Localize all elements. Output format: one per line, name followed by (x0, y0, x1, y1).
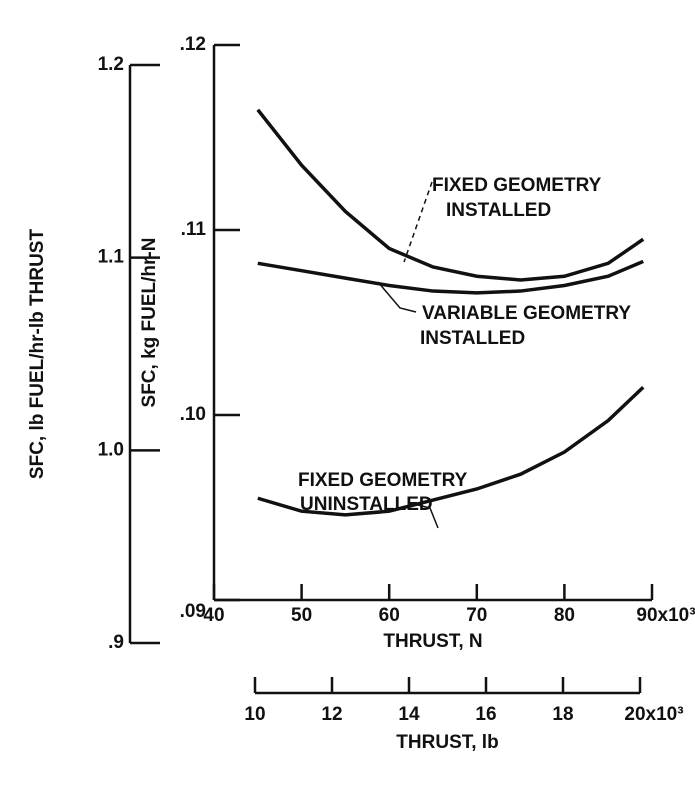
leader-line (403, 181, 433, 263)
x-axis-label: THRUST, N (383, 631, 482, 652)
y-tick-label: .10 (180, 404, 206, 425)
curve-label: FIXED GEOMETRY (432, 175, 602, 196)
y2-tick-label: 1.1 (98, 247, 125, 268)
leader-line (377, 281, 417, 313)
x-tick-label: 70 (466, 605, 487, 626)
curve (256, 108, 645, 282)
curve-label: UNINSTALLED (300, 494, 433, 515)
x-tick-label: 80 (554, 605, 575, 626)
x2-tick-label: 12 (321, 704, 342, 725)
x-tick-label: 60 (379, 605, 400, 626)
curve (257, 385, 645, 517)
curve-label: FIXED GEOMETRY (298, 470, 468, 491)
curve (257, 259, 644, 295)
x2-tick-label: 10 (244, 704, 265, 725)
y2-tick-label: 1.0 (98, 439, 124, 460)
y-tick-label: .09 (180, 601, 206, 622)
y-axis-label: SFC, kg FUEL/hr-N (139, 238, 160, 408)
x2-tick-label: 20x10³ (624, 704, 683, 725)
y2-tick-label: 1.2 (98, 54, 124, 75)
y-tick-label: .11 (181, 219, 207, 240)
y2-axis-label: SFC, lb FUEL/hr-lb THRUST (27, 229, 48, 480)
curve-label: VARIABLE GEOMETRY (422, 303, 631, 324)
y-tick-label: .12 (180, 34, 206, 55)
x-tick-label: 50 (291, 605, 312, 626)
curve-label: INSTALLED (446, 200, 551, 221)
x-tick-label: 90x10³ (636, 605, 695, 626)
x-tick-label: 40 (203, 605, 224, 626)
x2-tick-label: 16 (475, 704, 496, 725)
x2-tick-label: 18 (552, 704, 573, 725)
x2-axis-label: THRUST, lb (396, 732, 498, 753)
x2-tick-label: 14 (398, 704, 420, 725)
curve-label: INSTALLED (420, 328, 525, 349)
y2-tick-label: .9 (108, 632, 124, 653)
